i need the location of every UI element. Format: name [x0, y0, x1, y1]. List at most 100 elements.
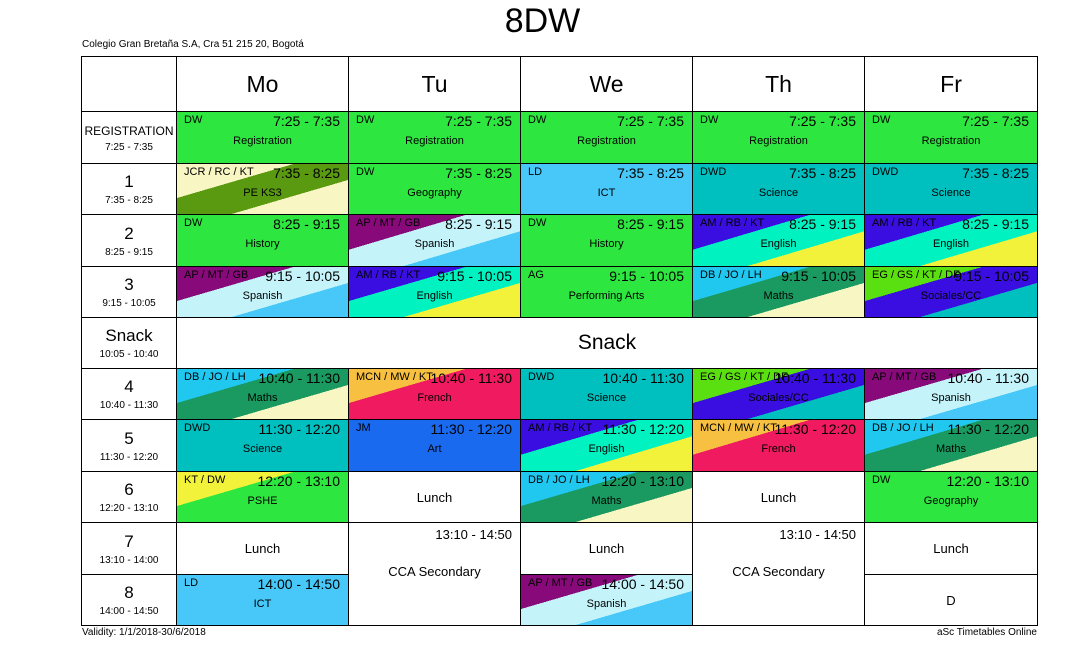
lesson-cell[interactable]: DB / JO / LH 9:15 - 10:05 Maths [692, 266, 865, 318]
lesson-subject: Maths [247, 392, 278, 404]
lesson-time: 9:15 - 10:05 [609, 268, 684, 284]
lesson-cell[interactable]: JM 11:30 - 12:20 Art [348, 419, 521, 472]
cell-label: Lunch [760, 489, 797, 505]
lesson-teacher: LD [528, 166, 543, 178]
lesson-cell[interactable]: DW 8:25 - 9:15 History [520, 214, 693, 267]
lesson-cell[interactable]: AM / RB / KT 11:30 - 12:20 English [520, 419, 693, 472]
lesson-cell[interactable]: DB / JO / LH 11:30 - 12:20 Maths [864, 419, 1038, 472]
period-name: 2 [124, 223, 134, 243]
lesson-subject: PSHE [247, 495, 278, 507]
lesson-cell[interactable]: DW 7:25 - 7:35 Registration [520, 111, 693, 164]
lesson-subject: Registration [233, 135, 292, 147]
lesson-subject: Science [586, 392, 627, 404]
lesson-cell[interactable]: AM / RB / KT 8:25 - 9:15 English [864, 214, 1038, 267]
lesson-teacher: AG [528, 269, 544, 281]
lesson-cell[interactable]: AP / MT / GB 10:40 - 11:30 Spanish [864, 368, 1038, 420]
plain-cell[interactable]: D [864, 574, 1038, 626]
lesson-teacher: DB / JO / LH [528, 474, 590, 486]
lesson-cell[interactable]: EG / GS / KT / DF 10:40 - 11:30 Sociales/C… [692, 368, 865, 420]
lesson-cell[interactable]: DWD 10:40 - 11:30 Science [520, 368, 693, 420]
lesson-teacher: DW [356, 166, 375, 178]
lesson-color-bg [177, 215, 348, 266]
lesson-cell[interactable]: LD 7:35 - 8:25 ICT [520, 163, 693, 215]
period-header: 8 14:00 - 14:50 [81, 574, 177, 626]
lesson-subject: PE KS3 [243, 187, 282, 199]
period-time: 11:30 - 12:20 [99, 451, 159, 463]
lesson-color-bg [177, 575, 348, 625]
lesson-time: 11:30 - 12:20 [430, 421, 512, 437]
cell-label: D [946, 592, 956, 608]
lesson-time: 9:15 - 10:05 [781, 268, 856, 284]
lunch-cell[interactable]: Lunch [520, 522, 693, 575]
period-time: 7:35 - 8:25 [105, 195, 153, 206]
lesson-cell[interactable]: DW 7:25 - 7:35 Registration [864, 111, 1038, 164]
lesson-subject: ICT [253, 598, 272, 610]
lesson-cell[interactable]: JCR / RC / KT 7:35 - 8:25 PE KS3 [176, 163, 349, 215]
lunch-cell[interactable]: Lunch [864, 522, 1038, 575]
lesson-time: 8:25 - 9:15 [789, 216, 856, 232]
period-header: 2 8:25 - 9:15 [81, 214, 177, 267]
credit-text: aSc Timetables Online [936, 627, 1037, 638]
lesson-subject: Maths [936, 443, 966, 455]
lesson-cell[interactable]: AM / RB / KT 9:15 - 10:05 English [348, 266, 521, 318]
lesson-cell[interactable]: DW 7:25 - 7:35 Registration [176, 111, 349, 164]
lesson-cell[interactable]: AP / MT / GB 14:00 - 14:50 Spanish [520, 574, 693, 626]
lesson-cell[interactable]: AP / MT / GB 9:15 - 10:05 Spanish [176, 266, 349, 318]
lesson-cell[interactable]: MCN / MW / KT 11:30 - 12:20 French [692, 419, 865, 472]
lesson-color-bg [521, 472, 692, 522]
period-time: 13:10 - 14:00 [99, 554, 159, 566]
lesson-color-bg [177, 267, 348, 317]
lesson-time: 7:35 - 8:25 [962, 165, 1029, 181]
lesson-cell[interactable]: DW 8:25 - 9:15 History [176, 214, 349, 267]
lesson-subject: Registration [577, 135, 636, 147]
lesson-cell[interactable]: AP / MT / GB 8:25 - 9:15 Spanish [348, 214, 521, 267]
lesson-cell[interactable]: DB / JO / LH 10:40 - 11:30 Maths [176, 368, 349, 420]
lesson-teacher: AM / RB / KT [700, 217, 765, 229]
cca-label: CCA Secondary [388, 564, 481, 579]
period-header: REGISTRATION 7:25 - 7:35 [81, 111, 177, 164]
cca-cell[interactable]: 13:10 - 14:50 CCA Secondary [348, 522, 521, 626]
lesson-time: 9:15 - 10:05 [437, 268, 512, 284]
lesson-cell[interactable]: LD 14:00 - 14:50 ICT [176, 574, 349, 626]
cca-cell[interactable]: 13:10 - 14:50 CCA Secondary [692, 522, 865, 626]
lesson-cell[interactable]: EG / GS / KT / DF 9:15 - 10:05 Sociales/CC [864, 266, 1038, 318]
lesson-color-bg [521, 215, 692, 266]
lesson-color-bg [177, 369, 348, 419]
lesson-cell[interactable]: DW 7:25 - 7:35 Registration [348, 111, 521, 164]
lesson-cell[interactable]: DWD 7:35 - 8:25 Science [692, 163, 865, 215]
lesson-teacher: LD [184, 577, 199, 589]
lesson-cell[interactable]: DW 12:20 - 13:10 Geography [864, 471, 1038, 523]
lesson-cell[interactable]: DWD 7:35 - 8:25 Science [864, 163, 1038, 215]
lesson-cell[interactable]: DB / JO / LH 12:20 - 13:10 Maths [520, 471, 693, 523]
lesson-color-bg [521, 267, 692, 317]
lesson-cell[interactable]: AG 9:15 - 10:05 Performing Arts [520, 266, 693, 318]
lesson-teacher: DB / JO / LH [184, 371, 246, 383]
period-name: 4 [124, 377, 134, 396]
lesson-time: 10:40 - 11:30 [947, 370, 1029, 386]
lesson-cell[interactable]: DWD 11:30 - 12:20 Science [176, 419, 349, 472]
lunch-cell[interactable]: Lunch [348, 471, 521, 523]
lunch-cell[interactable]: Lunch [176, 522, 349, 575]
lesson-subject: English [760, 238, 797, 250]
lesson-teacher: AP / MT / GB [356, 217, 421, 229]
lunch-cell[interactable]: Lunch [692, 471, 865, 523]
period-time: 10:05 - 10:40 [99, 349, 159, 360]
lesson-cell[interactable]: MCN / MW / KT 10:40 - 11:30 French [348, 368, 521, 420]
cell-label: Lunch [588, 541, 625, 556]
lesson-cell[interactable]: DW 7:25 - 7:35 Registration [692, 111, 865, 164]
lesson-color-bg [177, 420, 348, 471]
lesson-cell[interactable]: KT / DW 12:20 - 13:10 PSHE [176, 471, 349, 523]
lesson-teacher: AP / MT / GB [872, 371, 937, 383]
lesson-color-bg [521, 112, 692, 163]
lesson-teacher: DW [872, 474, 891, 486]
snack-cell: Snack [176, 317, 1038, 369]
lesson-color-bg [349, 369, 520, 419]
lesson-teacher: DW [184, 217, 203, 229]
cca-time: 13:10 - 14:50 [779, 527, 856, 542]
lesson-teacher: JCR / RC / KT [184, 166, 254, 178]
lesson-color-bg [521, 575, 692, 625]
lesson-cell[interactable]: AM / RB / KT 8:25 - 9:15 English [692, 214, 865, 267]
lesson-time: 10:40 - 11:30 [430, 370, 512, 386]
lesson-cell[interactable]: DW 7:35 - 8:25 Geography [348, 163, 521, 215]
lesson-subject: Science [242, 443, 283, 455]
